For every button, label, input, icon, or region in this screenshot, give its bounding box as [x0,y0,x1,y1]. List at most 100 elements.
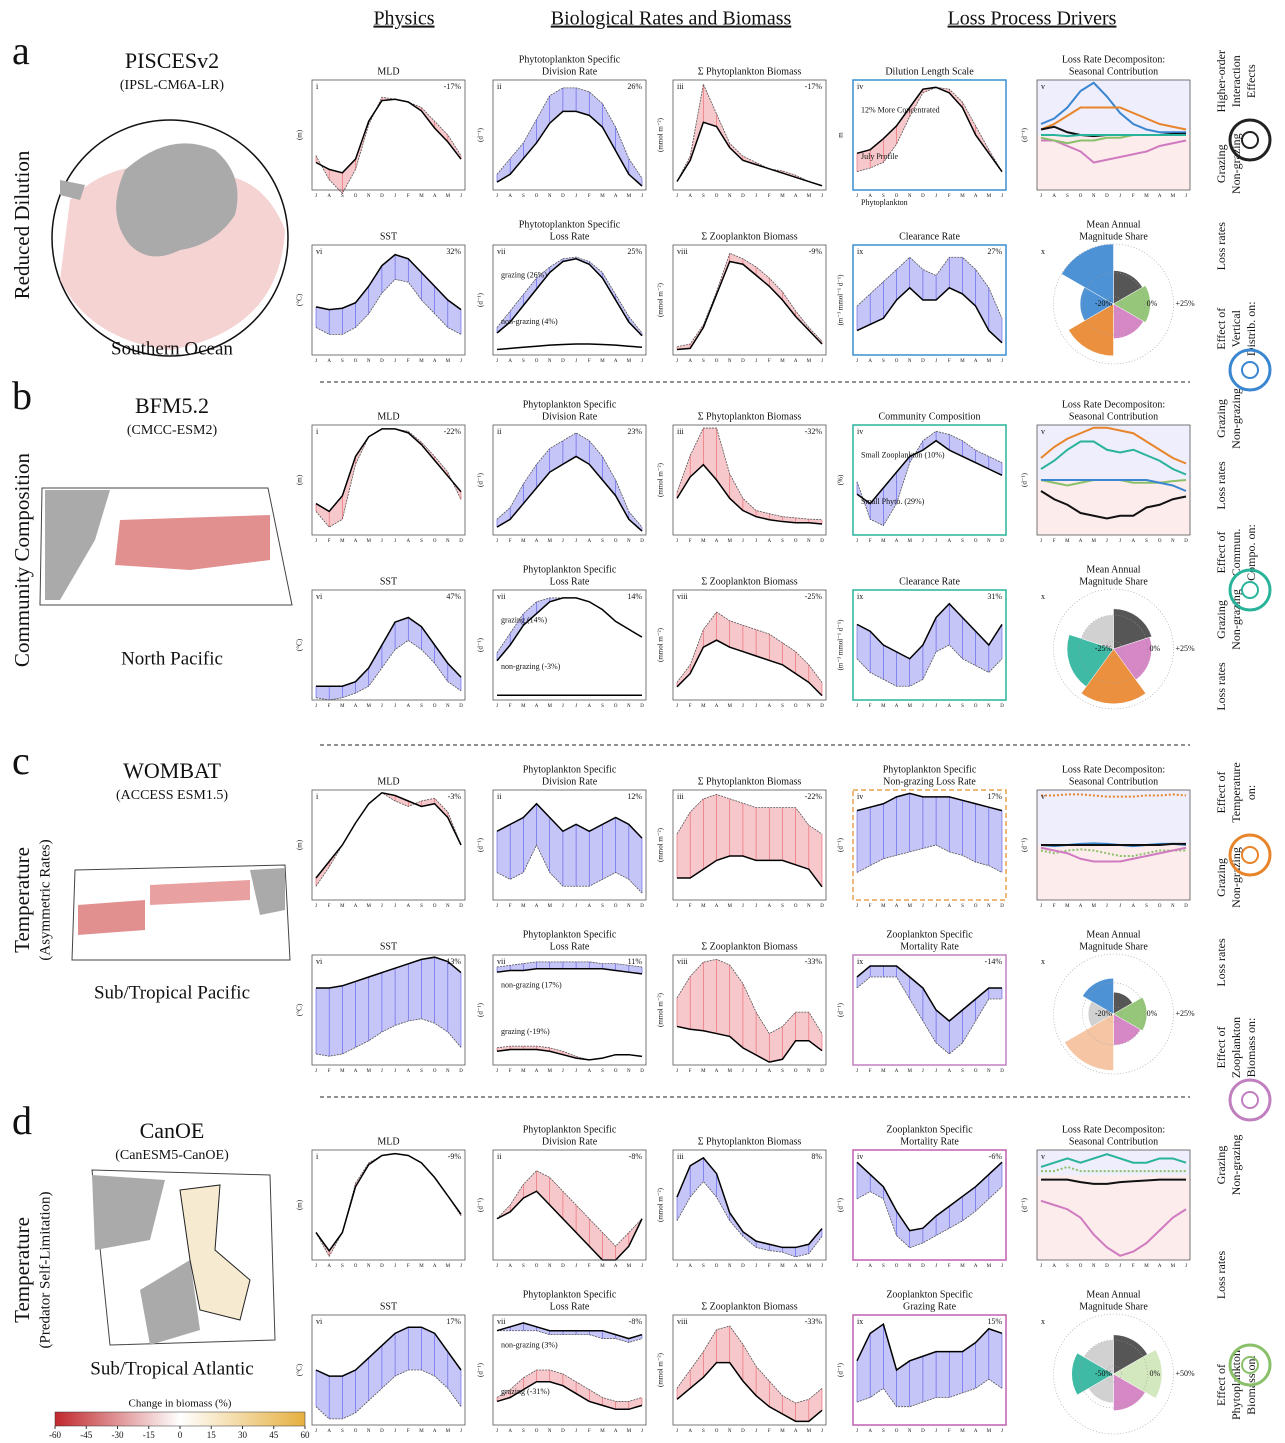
month-label: M [548,539,553,544]
month-label: D [1105,194,1109,199]
month-label: F [407,359,410,364]
month-label: M [780,194,785,199]
month-label: D [380,359,384,364]
month-label: M [340,539,345,544]
month-label: M [728,904,733,909]
side-legend-text: Temperature [1229,762,1243,822]
month-label: S [961,904,964,909]
month-label: S [341,194,344,199]
y-axis-label: (d⁻¹) [1021,472,1029,487]
panel-numeral: ix [857,592,863,601]
baseline-line [677,465,822,524]
month-label: F [407,1264,410,1269]
month-label: J [496,704,498,709]
month-label: M [446,359,451,364]
band-fill [497,804,642,893]
month-label: J [1185,1264,1187,1269]
month-label: N [627,1069,631,1074]
panel-title: Seasonal Contribution [1069,411,1158,422]
month-label: M [1144,194,1149,199]
baseline-line [316,429,461,512]
band-fill [497,88,642,186]
month-label: J [1119,1264,1121,1269]
model-name: PISCESv2 [125,48,219,73]
y-axis-label: (d⁻¹) [477,1197,485,1212]
month-label: S [882,1429,885,1434]
month-label: N [807,1069,811,1074]
y-axis-label: (mmol m⁻²) [657,827,665,862]
month-label: N [367,359,371,364]
y-axis-label: (mmol m⁻²) [657,462,665,497]
month-label: D [921,194,925,199]
month-label: O [715,1429,719,1434]
month-label: J [394,539,396,544]
panel-title: Σ Phytoplankton Biomass [698,776,802,787]
month-label: M [728,1069,733,1074]
month-label: S [702,194,705,199]
month-label: O [535,194,539,199]
month-label: O [1158,904,1162,909]
panel-title: Clearance Rate [899,576,960,587]
month-label: F [407,1429,410,1434]
y-axis-label: (d⁻¹) [477,292,485,307]
panel-percent: 27% [987,247,1002,256]
panel-title: Loss Rate Decompositon: [1062,399,1165,410]
month-label: F [948,1429,951,1434]
band-fill [677,1326,822,1421]
month-label: S [1066,1264,1069,1269]
side-legend-text: Effect of [1214,771,1228,813]
month-label: A [587,539,591,544]
month-label: O [715,1264,719,1269]
month-label: J [394,359,396,364]
month-label: J [755,359,757,364]
colorbar [55,1412,305,1426]
month-label: J [496,1069,498,1074]
month-label: N [807,904,811,909]
month-label: D [1184,539,1188,544]
panel-numeral: vii [497,247,506,256]
month-label: F [588,1264,591,1269]
month-label: J [496,539,498,544]
month-label: M [1144,1264,1149,1269]
month-label: J [676,359,678,364]
month-label: F [948,359,951,364]
panel-numeral: i [316,1152,319,1161]
side-legend-text: Grazing [1214,399,1228,438]
model-name: CanOE [140,1118,205,1143]
month-label: J [922,1069,924,1074]
month-label: J [755,1429,757,1434]
panel-numeral: v [1041,427,1045,436]
side-legend-text: Loss rates [1214,222,1228,271]
month-label: A [508,194,512,199]
panel-percent: 8% [811,1152,822,1161]
panel-letter: b [12,373,32,418]
month-label: S [522,194,525,199]
panel-percent: 32% [446,247,461,256]
month-label: A [1079,539,1083,544]
month-label: J [1040,1264,1042,1269]
month-label: M [521,904,526,909]
contribution-line [1041,135,1186,136]
icon [1230,1080,1270,1120]
month-label: J [1119,194,1121,199]
panel-title: Zooplankton Specific [886,1289,973,1300]
month-label: J [856,704,858,709]
y-axis-label: m [837,132,845,138]
month-label: D [820,1069,824,1074]
month-label: J [315,904,317,909]
radial-tick-label: -50% [1095,1369,1113,1378]
band-fill [857,1324,1002,1407]
month-label: S [601,904,604,909]
month-label: M [1065,539,1070,544]
panel-numeral: i [316,792,319,801]
month-label: J [496,359,498,364]
month-label: N [367,194,371,199]
radial-tick-label: -20% [1095,299,1113,308]
month-label: F [1053,539,1056,544]
panel-title: SST [380,1301,397,1312]
month-label: J [676,539,678,544]
month-label: O [354,359,358,364]
band-fill [497,1046,642,1060]
panel-numeral: vi [316,247,323,256]
month-label: J [935,539,937,544]
